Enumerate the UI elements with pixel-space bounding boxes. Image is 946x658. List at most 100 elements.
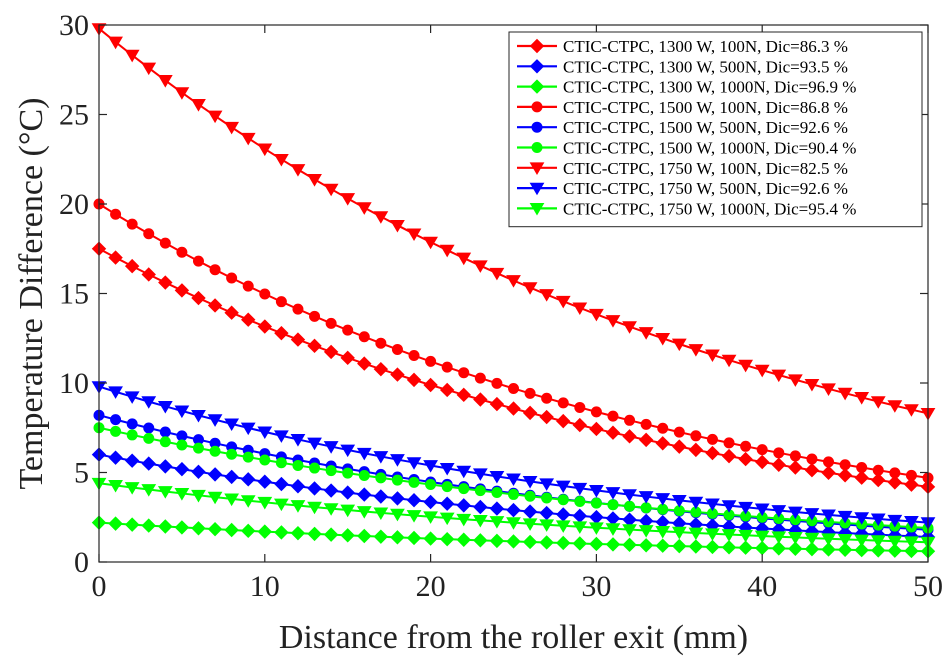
y-axis-label: Temperature Difference (°C) xyxy=(13,98,50,490)
data-point xyxy=(323,483,339,498)
data-point xyxy=(522,282,538,295)
data-point xyxy=(108,480,123,493)
data-point xyxy=(390,219,405,233)
data-point xyxy=(655,332,671,346)
data-point xyxy=(141,396,157,409)
data-point xyxy=(124,453,140,468)
data-point xyxy=(837,387,853,401)
data-point xyxy=(904,477,919,492)
data-point xyxy=(655,493,671,506)
data-point xyxy=(688,344,704,357)
data-point xyxy=(240,495,256,508)
y-tick-label: 20 xyxy=(59,188,89,221)
data-point xyxy=(837,534,853,547)
data-point xyxy=(655,525,671,539)
data-point xyxy=(541,392,553,404)
data-point xyxy=(541,492,553,504)
data-point xyxy=(589,536,604,552)
data-point xyxy=(605,537,621,552)
data-point xyxy=(738,540,753,555)
data-point xyxy=(224,418,240,432)
data-point xyxy=(323,441,339,454)
data-point xyxy=(572,536,588,551)
data-point xyxy=(391,343,403,355)
legend-label: CTIC-CTPC, 1300 W, 100N, Dic=86.3 % xyxy=(563,37,848,56)
y-tick-label: 10 xyxy=(59,367,89,400)
data-point xyxy=(524,387,536,399)
data-point xyxy=(839,459,851,471)
data-point xyxy=(605,425,621,440)
data-point xyxy=(157,486,173,499)
data-point xyxy=(721,540,737,555)
legend-marker xyxy=(529,182,545,196)
data-point xyxy=(408,476,420,488)
data-point xyxy=(806,453,818,465)
data-point xyxy=(340,485,355,500)
data-point xyxy=(373,489,389,504)
data-point xyxy=(705,445,720,461)
x-tick-label: 50 xyxy=(913,570,943,603)
data-point xyxy=(574,495,586,507)
data-point xyxy=(506,473,521,487)
data-point xyxy=(622,489,637,502)
data-point xyxy=(124,391,140,404)
data-point xyxy=(607,410,619,422)
data-point xyxy=(638,491,654,504)
data-point xyxy=(854,470,869,485)
data-point xyxy=(539,409,554,425)
data-point xyxy=(176,246,188,258)
data-point xyxy=(472,514,488,528)
data-point xyxy=(473,392,488,407)
data-point xyxy=(589,522,604,535)
legend-item: CTIC-CTPC, 1750 W, 500N, Dic=92.6 % xyxy=(517,179,848,198)
series-3 xyxy=(91,515,936,559)
data-point xyxy=(406,372,422,388)
data-point xyxy=(207,414,223,427)
data-point xyxy=(290,332,306,347)
data-point xyxy=(108,386,123,399)
legend-marker xyxy=(529,79,545,94)
data-point xyxy=(274,476,289,492)
data-point xyxy=(622,524,637,537)
data-point xyxy=(224,121,240,135)
legend-item: CTIC-CTPC, 1300 W, 500N, Dic=93.5 % xyxy=(517,57,848,76)
data-point xyxy=(456,513,472,527)
data-point xyxy=(209,445,221,457)
data-point xyxy=(539,535,554,550)
data-point xyxy=(176,439,188,451)
data-point xyxy=(357,528,372,544)
data-point xyxy=(356,202,372,215)
data-point xyxy=(158,459,173,474)
data-point xyxy=(489,501,505,516)
data-point xyxy=(589,308,604,322)
legend-box xyxy=(508,31,923,228)
data-point xyxy=(224,493,240,507)
data-point xyxy=(506,517,521,530)
data-point xyxy=(458,483,470,495)
data-point xyxy=(640,502,652,514)
data-point xyxy=(323,527,339,542)
data-point xyxy=(472,260,488,273)
data-point xyxy=(126,418,138,430)
data-point xyxy=(224,469,239,485)
data-point xyxy=(754,530,770,544)
data-point xyxy=(141,484,157,497)
data-point xyxy=(721,354,737,368)
data-point xyxy=(738,529,753,543)
data-point xyxy=(673,426,685,438)
data-point xyxy=(323,503,339,516)
data-point xyxy=(887,475,903,490)
data-point xyxy=(356,447,372,461)
data-point xyxy=(555,295,571,309)
data-point xyxy=(804,462,820,478)
data-point xyxy=(555,480,571,494)
series-layer xyxy=(91,23,936,559)
legend-marker xyxy=(529,203,545,216)
data-point xyxy=(688,496,704,510)
data-point xyxy=(158,275,173,290)
data-point xyxy=(425,478,437,490)
data-point xyxy=(307,481,322,496)
data-point xyxy=(110,208,122,220)
data-point xyxy=(373,211,389,224)
data-point xyxy=(174,488,190,501)
